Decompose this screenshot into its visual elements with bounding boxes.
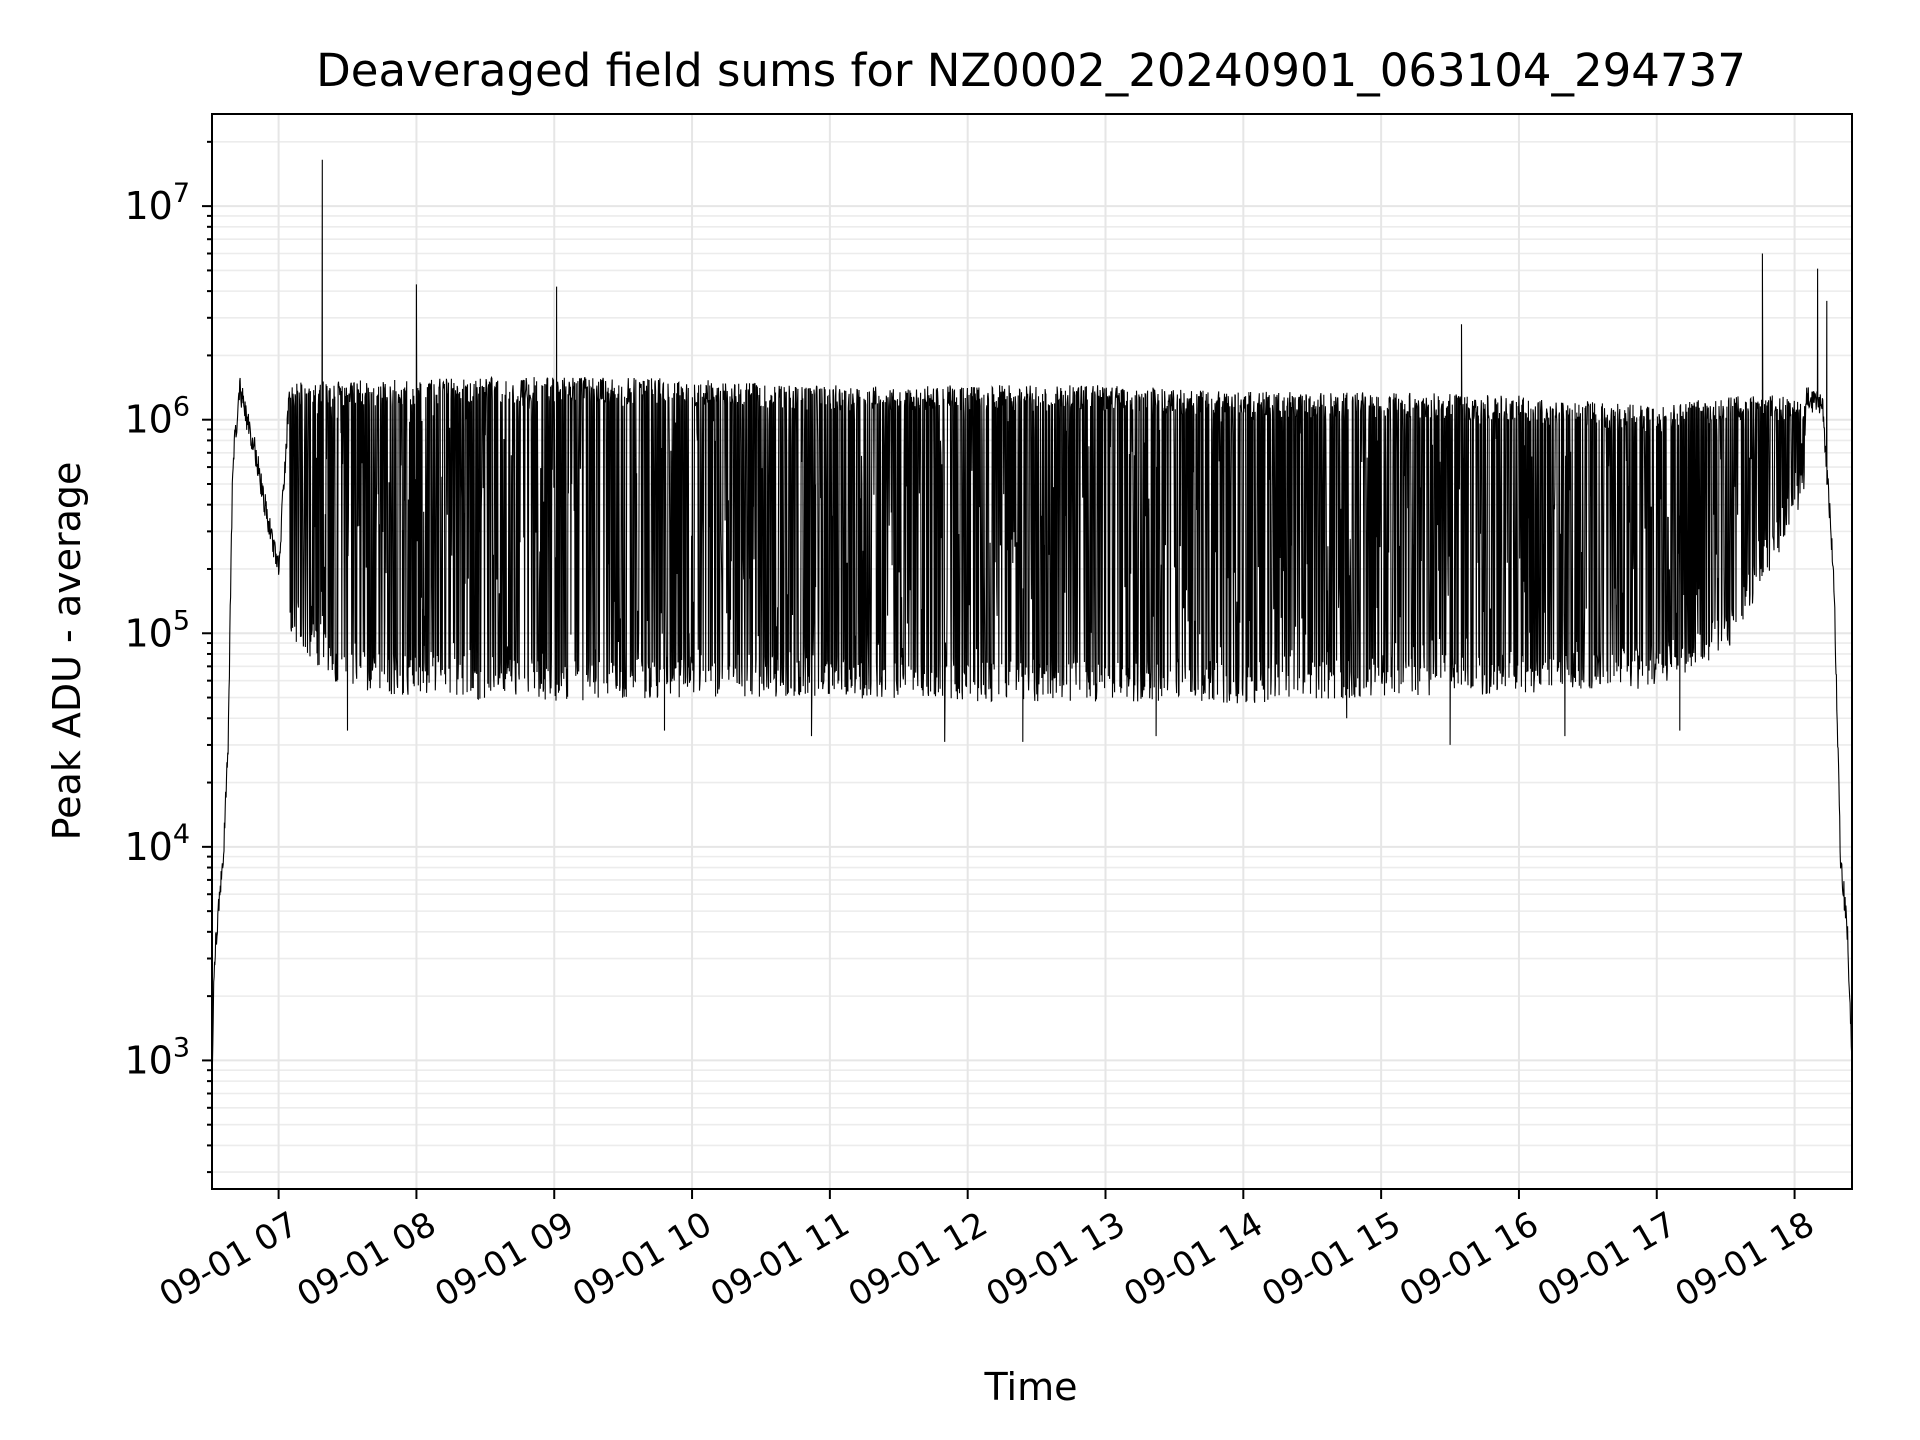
y-tick-label: 105 [124,605,190,655]
y-tick-exponent: 3 [173,1032,190,1063]
series-layer [211,159,1853,1078]
chart-title: Deaveraged field sums for NZ0002_2024090… [316,44,1746,97]
y-tick-base: 10 [124,825,172,869]
x-axis-label: Time [984,1365,1078,1409]
series-line [211,159,1853,1078]
y-axis-label: Peak ADU - average [45,462,89,841]
y-tick-base: 10 [124,398,172,442]
y-tick-label: 107 [124,178,190,228]
plot-frame [211,113,1853,1190]
y-tick-label: 104 [124,819,190,869]
y-tick-exponent: 6 [173,392,190,423]
y-tick-base: 10 [124,1038,172,1082]
y-tick-exponent: 4 [173,819,190,850]
y-tick-base: 10 [124,184,172,228]
y-tick-exponent: 5 [173,605,190,636]
y-tick-label: 103 [124,1032,190,1082]
y-tick-label: 106 [124,392,190,442]
y-tick-base: 10 [124,611,172,655]
y-tick-exponent: 7 [173,178,190,209]
